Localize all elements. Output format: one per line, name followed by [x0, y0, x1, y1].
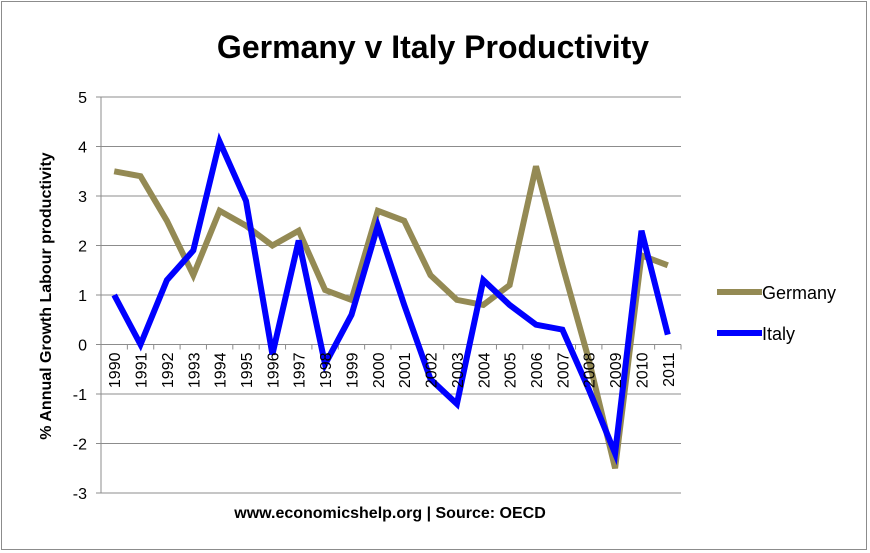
y-tick-label: 4	[78, 140, 87, 157]
y-axis-label: % Annual Growth Labour productivity	[38, 152, 55, 440]
x-tick-label: 1999	[345, 352, 362, 388]
chart-title: Germany v Italy Productivity	[217, 29, 649, 65]
y-tick-label: 3	[78, 189, 87, 206]
x-tick-label: 1994	[213, 352, 230, 388]
legend: Germany Italy	[717, 283, 836, 344]
x-tick-label: 2002	[424, 352, 441, 388]
legend-label-italy: Italy	[762, 324, 795, 344]
x-tick-label: 2000	[371, 352, 388, 388]
x-tick-label: 2003	[450, 352, 467, 388]
x-tick-label: 1996	[265, 352, 282, 388]
y-tick-label: 5	[78, 90, 87, 107]
x-tick-label: 2001	[397, 352, 414, 388]
series-line-germany	[113, 165, 669, 470]
x-tick-label: 2007	[555, 352, 572, 388]
x-tick-label: 2008	[582, 352, 599, 388]
x-axis-ticks: 1990 1991 1992 1993 1994 1995 1996 1997 1998 1999…	[107, 352, 678, 388]
y-tick-label: 1	[78, 288, 87, 305]
x-tick-label: 1993	[186, 352, 203, 388]
x-tick-label: 2004	[476, 352, 493, 388]
x-tick-label: 1990	[107, 352, 124, 388]
y-tick-label: -1	[73, 387, 87, 404]
x-tick-label: 2010	[635, 352, 652, 388]
x-tick-label: 1991	[134, 352, 151, 388]
x-tick-label: 2009	[608, 352, 625, 388]
x-tick-label: 2005	[503, 352, 520, 388]
x-tick-label: 1997	[292, 352, 309, 388]
x-tick-label: 1995	[239, 352, 256, 388]
source-label: www.economicshelp.org | Source: OECD	[233, 505, 546, 522]
x-tick-label: 1998	[318, 352, 335, 388]
x-tick-label: 2011	[661, 352, 678, 387]
y-tick-label: 0	[78, 338, 87, 355]
x-tick-label: 2006	[529, 352, 546, 388]
grid-lines	[96, 96, 681, 494]
y-tick-label: 2	[78, 239, 87, 256]
y-axis-ticks: -3 -2 -1 0 1 2 3 4 5	[73, 90, 87, 503]
series-line-italy	[111, 132, 671, 466]
x-tick-label: 1992	[160, 352, 177, 388]
legend-label-germany: Germany	[762, 283, 836, 303]
series-lines	[111, 132, 671, 470]
y-tick-label: -3	[73, 486, 87, 503]
y-tick-label: -2	[73, 437, 87, 454]
